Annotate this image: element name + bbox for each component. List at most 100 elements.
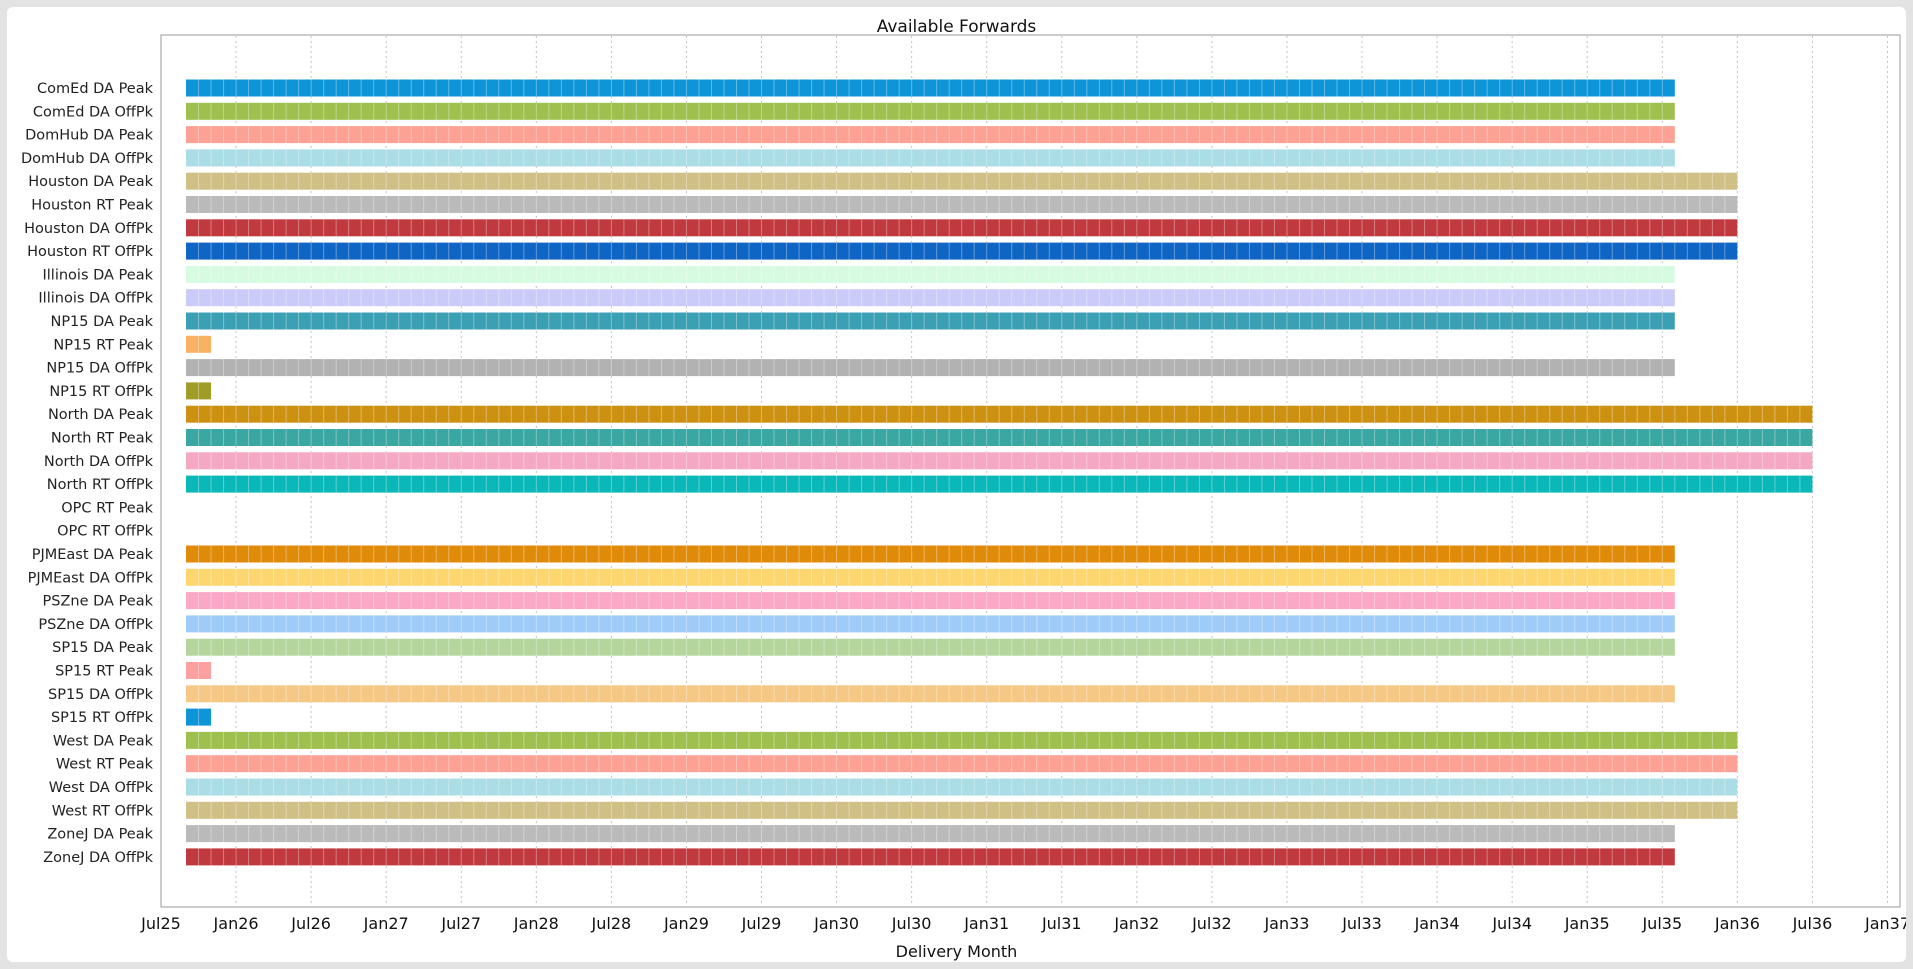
gantt-bar <box>186 475 1813 493</box>
x-tick-label: Jan36 <box>1714 914 1760 933</box>
x-tick-label: Jan32 <box>1113 914 1159 933</box>
y-category-label: Houston DA Peak <box>28 174 153 190</box>
x-tick-label: Jul25 <box>140 914 181 933</box>
bar-fill <box>186 382 212 400</box>
gantt-bar <box>186 79 1675 97</box>
y-category-label: SP15 DA Peak <box>52 640 153 656</box>
bar-fill <box>186 242 1738 260</box>
gantt-bar <box>186 685 1675 703</box>
gantt-bar <box>186 219 1738 237</box>
bar-fill <box>186 662 212 679</box>
gantt-bar <box>186 615 1675 633</box>
gantt-bar <box>186 335 212 353</box>
x-tick-label: Jan31 <box>963 914 1009 933</box>
bar-fill <box>186 405 1813 423</box>
bar-fill <box>186 778 1738 796</box>
y-category-label: OPC RT OffPk <box>57 524 154 540</box>
y-category-label: North RT Peak <box>51 431 154 447</box>
x-tick-label: Jul27 <box>440 914 481 933</box>
gantt-bar <box>186 708 212 726</box>
y-category-label: North DA OffPk <box>44 454 154 470</box>
y-category-label: Houston RT Peak <box>31 198 153 214</box>
gantt-bar <box>186 778 1738 796</box>
bar-fill <box>186 359 1675 377</box>
bar-fill <box>186 592 1675 610</box>
x-tick-label: Jul31 <box>1041 914 1082 933</box>
gantt-bar <box>186 289 1675 307</box>
gantt-bar <box>186 312 1675 330</box>
gantt-bar <box>186 801 1738 819</box>
gantt-bar <box>186 196 1738 213</box>
x-tick-label: Jan29 <box>663 914 709 933</box>
bar-fill <box>186 708 212 726</box>
bar-fill <box>186 219 1738 237</box>
y-category-label: West DA OffPk <box>49 780 154 796</box>
y-category-label: North RT OffPk <box>47 477 154 493</box>
x-tick-label: Jul32 <box>1191 914 1232 933</box>
bar-fill <box>186 545 1675 563</box>
y-category-label: ComEd DA OffPk <box>33 104 154 120</box>
bar-fill <box>186 196 1738 213</box>
y-category-label: North DA Peak <box>48 407 154 423</box>
gantt-bar <box>186 638 1675 656</box>
bar-fill <box>186 172 1738 190</box>
gantt-bar <box>186 382 212 400</box>
gantt-bar <box>186 662 212 679</box>
x-tick-label: Jul36 <box>1792 914 1833 933</box>
bar-fill <box>186 801 1738 819</box>
y-category-label: NP15 RT Peak <box>53 337 153 353</box>
gantt-bar <box>186 359 1675 377</box>
y-category-label: West RT OffPk <box>52 803 154 819</box>
bar-fill <box>186 731 1738 749</box>
y-category-label: PSZne DA Peak <box>43 594 154 610</box>
x-axis-label: Delivery Month <box>895 942 1018 961</box>
y-category-label: West DA Peak <box>53 733 154 749</box>
bar-fill <box>186 126 1675 144</box>
gantt-bar <box>186 172 1738 190</box>
x-tick-label: Jul34 <box>1491 914 1532 933</box>
y-category-label: Houston DA OffPk <box>24 221 153 237</box>
bar-fill <box>186 149 1675 167</box>
gantt-bar <box>186 242 1738 260</box>
y-category-label: PSZne DA OffPk <box>38 617 153 633</box>
bar-fill <box>186 265 1675 283</box>
y-category-label: SP15 RT Peak <box>55 664 154 680</box>
gantt-bar <box>186 429 1813 446</box>
bar-fill <box>186 755 1738 773</box>
gantt-bar <box>186 592 1675 610</box>
x-tick-label: Jan28 <box>513 914 559 933</box>
y-category-label: ComEd DA Peak <box>37 81 154 97</box>
y-category-label: SP15 DA OffPk <box>48 687 154 703</box>
gantt-bar <box>186 825 1675 843</box>
bar-fill <box>186 79 1675 97</box>
x-tick-label: Jan34 <box>1414 914 1460 933</box>
x-tick-label: Jan37 <box>1864 914 1906 933</box>
gantt-bar <box>186 568 1675 586</box>
y-category-label: West RT Peak <box>56 757 154 773</box>
y-category-label: DomHub DA OffPk <box>21 151 154 167</box>
bar-fill <box>186 848 1675 866</box>
bar-fill <box>186 452 1813 470</box>
chart-title: Available Forwards <box>876 17 1037 37</box>
bar-fill <box>186 475 1813 493</box>
gantt-bar <box>186 149 1675 167</box>
gantt-bar <box>186 452 1813 470</box>
gantt-bar <box>186 545 1675 563</box>
y-category-label: DomHub DA Peak <box>25 128 154 144</box>
gantt-bar <box>186 731 1738 749</box>
bar-fill <box>186 685 1675 703</box>
gantt-chart: Jul25 Jan26 Jul26 Jan27 Jul27 Jan28 Jul28 Jan29… <box>21 34 1906 933</box>
x-tick-label: Jan26 <box>213 914 259 933</box>
y-category-label: Houston RT OffPk <box>27 244 154 260</box>
x-tick-label: Jul28 <box>591 914 632 933</box>
bar-fill <box>186 312 1675 330</box>
bar-fill <box>186 335 212 353</box>
gantt-bar <box>186 265 1675 283</box>
y-category-label: ZoneJ DA Peak <box>47 827 153 843</box>
gantt-bar <box>186 126 1675 144</box>
x-tick-label: Jul35 <box>1641 914 1682 933</box>
gantt-bar <box>186 755 1738 773</box>
bar-fill <box>186 102 1675 120</box>
x-tick-label: Jul26 <box>290 914 331 933</box>
y-category-label: SP15 RT OffPk <box>51 710 154 726</box>
